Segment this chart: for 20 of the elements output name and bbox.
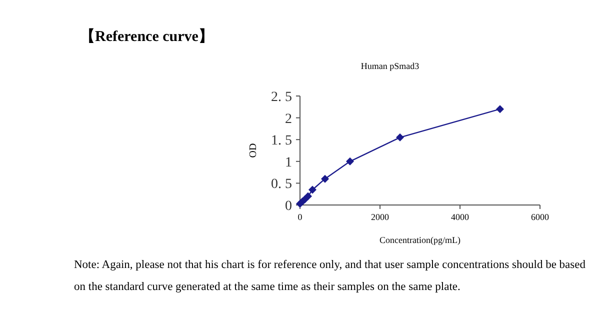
- y-tick-label: 2: [285, 112, 292, 127]
- y-tick-label: 1. 5: [271, 134, 292, 149]
- y-tick-label: 2. 5: [271, 90, 292, 105]
- y-tick-label: 0. 5: [271, 177, 292, 192]
- x-tick-label: 6000: [531, 212, 550, 222]
- x-tick-label: 0: [298, 212, 303, 222]
- x-tick-label: 2000: [371, 212, 390, 222]
- text: 【Reference curve】: [80, 28, 214, 45]
- x-tick-label: 4000: [451, 212, 470, 222]
- y-axis-title: OD: [248, 143, 259, 158]
- y-tick-label: 1: [285, 155, 292, 170]
- chart-title: Human pSmad3: [360, 61, 420, 71]
- x-axis-title: Concentration(pg/mL): [380, 235, 460, 245]
- point: [308, 186, 316, 194]
- point: [304, 192, 312, 200]
- text: Note: Again, please not that his chart is for reference only, and that user sample concentrations should be based on the standard curve generated at the same time as their samples on the same plate.: [74, 258, 586, 295]
- point: [396, 133, 404, 142]
- point: [496, 105, 504, 114]
- point: [346, 157, 354, 166]
- point: [321, 174, 329, 183]
